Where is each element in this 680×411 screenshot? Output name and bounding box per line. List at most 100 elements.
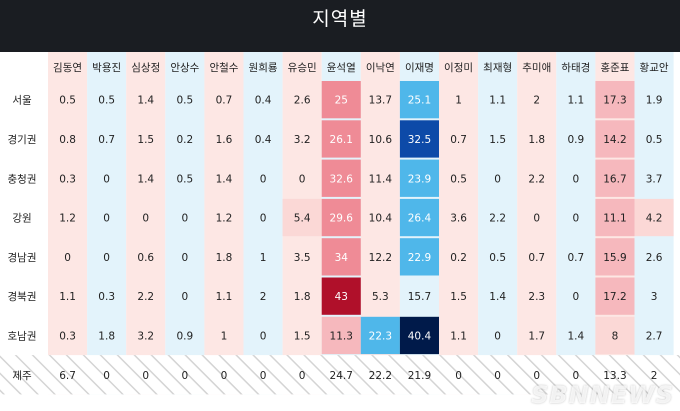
heat-cell [321,81,361,119]
column-header: 홍준표 [600,61,629,74]
cell-value: 0 [64,252,71,264]
cell-value: 1.8 [98,330,115,342]
cell-value: 32.5 [408,134,431,146]
row-label: 경기권 [8,133,37,146]
heat-cell [321,198,361,237]
cell-value: 0 [142,213,149,225]
cell-value: 2.6 [294,95,311,107]
cell-value: 1 [221,330,228,342]
cell-value: 25.1 [408,95,431,107]
heat-cell [399,81,439,119]
cell-value: 0 [182,252,189,264]
cell-value: 0.5 [176,173,193,185]
cell-value: 0 [494,370,501,382]
cell-value: 10.4 [369,213,393,225]
cell-value: 2 [533,95,540,107]
cell-value: 13.7 [369,95,392,107]
cell-value: 5.4 [294,213,311,225]
heat-cell [595,81,635,119]
cell-value: 1.7 [528,330,545,342]
heat-cell [321,238,361,276]
cell-value: 12.2 [369,252,392,264]
cell-value: 0.7 [98,134,115,146]
column-header: 황교안 [640,62,669,74]
cell-value: 16.7 [603,173,626,185]
heat-cell [634,198,674,237]
column-header: 심상정 [131,62,160,74]
heat-cell [399,316,439,355]
heatmap-area: 김동연 박용진 심상정 안상수 안철수 원희룡 유승민 윤석열 이낙연 이재명 이정미 최재형 추미애 하… [0,52,680,411]
cell-value: 11.3 [330,330,353,342]
cell-value: 13.3 [603,370,626,382]
cell-value: 43 [335,291,348,303]
column-header: 이낙연 [366,62,395,74]
cell-value: 2.2 [137,291,154,303]
column-stripe [517,52,557,395]
column-header: 이재명 [405,62,434,74]
cell-value: 1 [260,252,267,264]
row-label: 서울 [12,95,32,107]
cell-value: 0 [260,173,267,185]
cell-value: 26.1 [330,134,353,146]
cell-value: 0.9 [176,330,193,342]
cell-value: 3.2 [294,134,311,146]
cell-value: 25 [335,95,348,107]
cell-value: 1.1 [450,330,467,342]
cell-value: 8 [612,330,619,342]
cell-value: 1.2 [216,213,233,225]
cell-value: 1.5 [489,134,506,146]
column-stripe [126,52,166,395]
column-header: 김동연 [53,62,82,74]
heat-cell [595,277,635,315]
cell-value: 17.3 [603,95,626,107]
cell-value: 0 [182,213,189,225]
cell-value: 0 [299,370,306,382]
cell-value: 0 [103,370,110,382]
cell-value: 1.1 [567,95,584,107]
cell-value: 0.7 [528,252,545,264]
cell-value: 17.2 [603,291,626,303]
cell-value: 26.4 [408,213,432,225]
row-label: 제주 [12,370,32,382]
column-stripe [204,52,244,395]
heat-cell [595,238,635,276]
chart-title: 지역별 [312,8,368,30]
hatched-row-bg [0,355,680,395]
cell-value: 22.3 [369,330,392,342]
cell-value: 0.6 [137,252,154,264]
cell-value: 2 [651,370,658,382]
heat-cell [399,238,439,276]
cell-value: 0.3 [59,330,76,342]
cell-value: 1.5 [450,291,467,303]
column-stripe [439,52,479,395]
cell-value: 22.9 [408,252,431,264]
heat-cell [399,198,439,237]
heat-cell [595,198,635,237]
column-stripe [243,52,283,395]
cell-value: 0.7 [567,252,584,264]
cell-value: 0 [142,370,149,382]
heat-cell [321,316,361,355]
cell-value: 32.6 [330,173,354,185]
cell-value: 1.4 [137,173,154,185]
cell-value: 3.2 [137,330,154,342]
cell-value: 15.7 [408,291,431,303]
heat-cell [399,120,439,158]
cell-value: 10.6 [369,134,393,146]
cell-value: 11.4 [369,173,393,185]
column-stripe [556,52,596,395]
cell-value: 1.1 [59,291,76,303]
cell-value: 0.7 [450,134,467,146]
cell-value: 1.4 [567,330,584,342]
watermark-logo: SBNNEWS [531,381,674,409]
cell-value: 11.1 [603,213,626,225]
cell-value: 0 [573,370,580,382]
cell-value: 2.2 [489,213,506,225]
heat-cell [595,120,635,158]
cell-value: 0.5 [98,95,115,107]
cell-value: 0 [299,173,306,185]
cell-value: 1.8 [294,291,311,303]
cell-value: 1.8 [216,252,233,264]
cell-value: 0 [103,173,110,185]
